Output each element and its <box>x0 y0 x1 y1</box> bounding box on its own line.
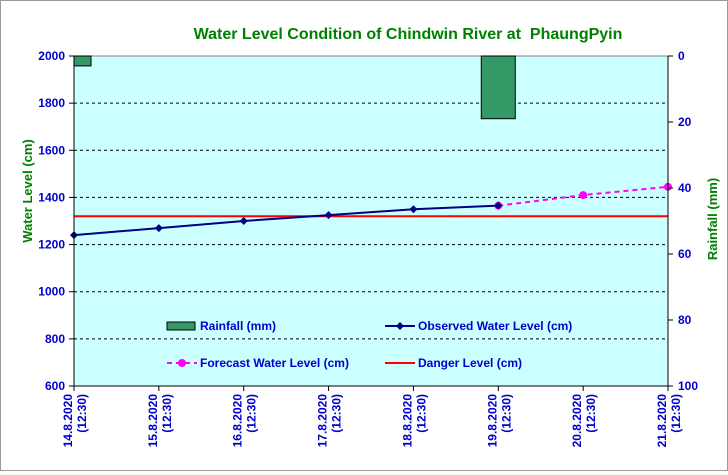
y-tick-label: 1400 <box>38 190 65 204</box>
series-lines <box>70 182 672 240</box>
y2-tick-label: 100 <box>678 379 698 393</box>
plot-area <box>73 55 669 387</box>
legend-label: Danger Level (cm) <box>418 356 522 370</box>
x-tick-label-date: 16.8.2020 <box>231 394 245 448</box>
y2-axis-title: Rainfall (mm) <box>705 178 720 260</box>
y2-tick-label: 60 <box>678 247 692 261</box>
x-tick-label-time: (12:30) <box>414 394 428 433</box>
y-axis-title: Water Level (cm) <box>20 139 35 243</box>
x-tick-label-date: 15.8.2020 <box>146 394 160 448</box>
y2-tick-label: 40 <box>678 181 692 195</box>
y2-tick-label: 80 <box>678 313 692 327</box>
x-tick-label-date: 14.8.2020 <box>61 394 75 448</box>
legend-swatch-rainfall <box>166 321 196 331</box>
observed-water-level-marker <box>154 224 163 233</box>
legend-label: Rainfall (mm) <box>200 319 276 333</box>
y2-tick-label: 0 <box>678 49 685 63</box>
observed-water-level-line <box>73 204 499 237</box>
x-tick-label-time: (12:30) <box>245 394 259 433</box>
observed-water-level-marker <box>409 205 418 214</box>
observed-water-level-marker <box>239 217 248 225</box>
x-tick-label-time: (12:30) <box>75 394 89 433</box>
x-tick-label-time: (12:30) <box>330 394 344 433</box>
y-tick-label: 1200 <box>38 238 65 252</box>
axes: 600 800 1000 1200 1400 1600 1800 2000 0 20 40 60 80 1… <box>38 49 698 447</box>
y2-tick-label: 20 <box>678 115 692 129</box>
y-tick-label: 1000 <box>38 285 65 299</box>
x-tick-label-date: 20.8.2020 <box>570 394 584 448</box>
legend-marker <box>396 322 404 330</box>
legend-marker <box>178 359 186 367</box>
y-tick-label: 2000 <box>38 49 65 63</box>
rainfall-bar <box>73 55 92 67</box>
x-tick-label-time: (12:30) <box>584 394 598 433</box>
observed-water-level-marker <box>494 201 503 210</box>
rainfall-bar <box>480 55 516 120</box>
x-tick-label-time: (12:30) <box>160 394 174 433</box>
x-tick-label-time: (12:30) <box>499 394 513 433</box>
chart-title: Water Level Condition of Chindwin River … <box>194 26 623 43</box>
y-tick-label: 800 <box>45 332 65 346</box>
observed-water-level-marker <box>324 211 333 220</box>
rainfall-bars <box>73 55 516 120</box>
x-tick-label-time: (12:30) <box>669 394 683 433</box>
x-tick-label-date: 18.8.2020 <box>400 394 414 448</box>
legend-label: Observed Water Level (cm) <box>418 319 572 333</box>
x-tick-label-date: 17.8.2020 <box>316 394 330 448</box>
forecast-water-level-marker <box>579 191 588 200</box>
y-tick-label: 1800 <box>38 96 65 110</box>
x-tick-label-date: 19.8.2020 <box>485 394 499 448</box>
y-tick-label: 600 <box>45 379 65 393</box>
legend: Rainfall (mm) Observed Water Level (cm) Fo… <box>166 319 572 370</box>
x-tick-label-date: 21.8.2020 <box>655 394 669 448</box>
legend-label: Forecast Water Level (cm) <box>200 356 349 370</box>
gridlines <box>74 102 668 340</box>
y-tick-label: 1600 <box>38 143 65 157</box>
